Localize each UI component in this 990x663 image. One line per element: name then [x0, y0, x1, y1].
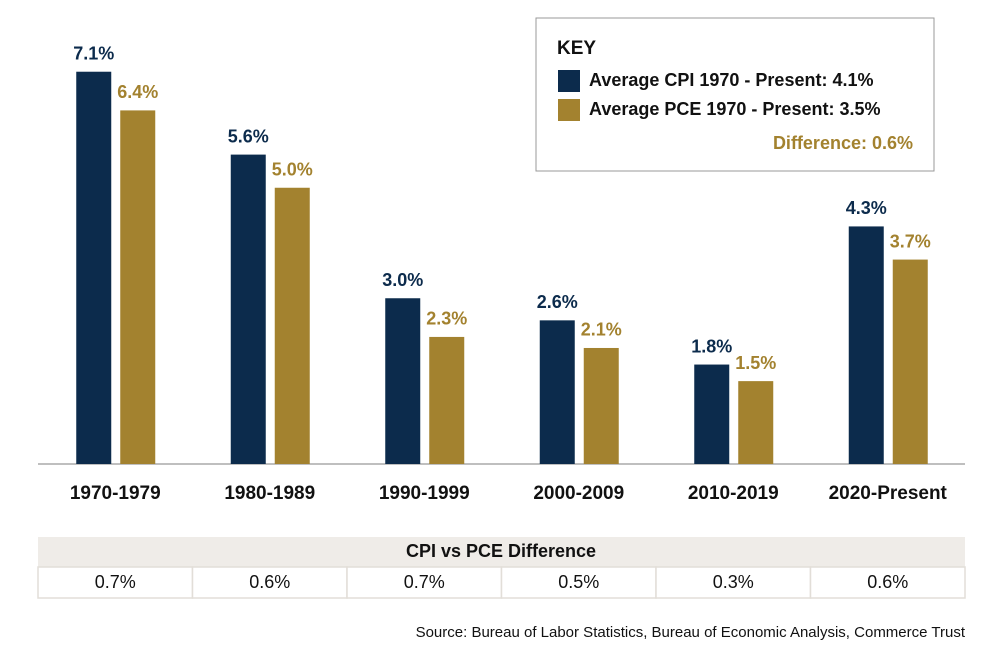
table-cell — [346, 566, 503, 599]
bar — [274, 187, 310, 464]
table-header — [38, 537, 965, 567]
table-value: 0.5% — [558, 572, 599, 592]
table-cell — [37, 566, 194, 599]
table-value: 0.6% — [867, 572, 908, 592]
bar — [738, 381, 774, 464]
bar — [230, 154, 266, 464]
data-label: 5.0% — [272, 160, 313, 180]
table-value: 0.3% — [713, 572, 754, 592]
legend-label: Average PCE 1970 - Present: 3.5% — [589, 99, 880, 119]
x-tick-label: 2010-2019 — [688, 483, 779, 504]
data-label: 6.4% — [117, 82, 158, 102]
bar — [120, 110, 156, 465]
data-label: 7.1% — [73, 43, 114, 63]
bar — [694, 364, 730, 464]
legend-box — [535, 17, 935, 172]
data-label: 1.5% — [735, 353, 776, 373]
legend-swatch — [558, 70, 580, 92]
legend-swatch — [558, 99, 580, 121]
data-label: 2.1% — [581, 320, 622, 340]
table-value: 0.7% — [95, 572, 136, 592]
bar — [429, 336, 465, 464]
x-tick-label: 2020-Present — [829, 483, 948, 504]
table-cell — [655, 566, 812, 599]
x-tick-label: 1990-1999 — [379, 483, 470, 504]
table-value: 0.6% — [249, 572, 290, 592]
table-cell — [809, 566, 966, 599]
table-cell — [191, 566, 348, 599]
data-label: 2.3% — [426, 309, 467, 329]
bar — [76, 71, 112, 464]
data-label: 1.8% — [691, 336, 732, 356]
bar — [539, 320, 575, 464]
x-tick-label: 2000-2009 — [533, 483, 624, 504]
table-value: 0.7% — [404, 572, 445, 592]
legend-title: KEY — [557, 38, 596, 59]
data-label: 4.3% — [846, 198, 887, 218]
data-label: 2.6% — [537, 292, 578, 312]
bar — [892, 259, 928, 464]
x-tick-label: 1980-1989 — [224, 483, 315, 504]
source: Source: Bureau of Labor Statistics, Bure… — [416, 624, 966, 641]
data-label: 3.7% — [890, 231, 931, 251]
annotation: Difference: 0.6% — [773, 133, 913, 153]
bar — [848, 226, 884, 464]
data-label: 3.0% — [382, 270, 423, 290]
bar — [385, 298, 421, 464]
legend-label: Average CPI 1970 - Present: 4.1% — [589, 70, 873, 90]
x-tick-label: 1970-1979 — [70, 483, 161, 504]
data-label: 5.6% — [228, 126, 269, 146]
table-title: CPI vs PCE Difference — [406, 541, 596, 561]
bar — [583, 347, 619, 464]
